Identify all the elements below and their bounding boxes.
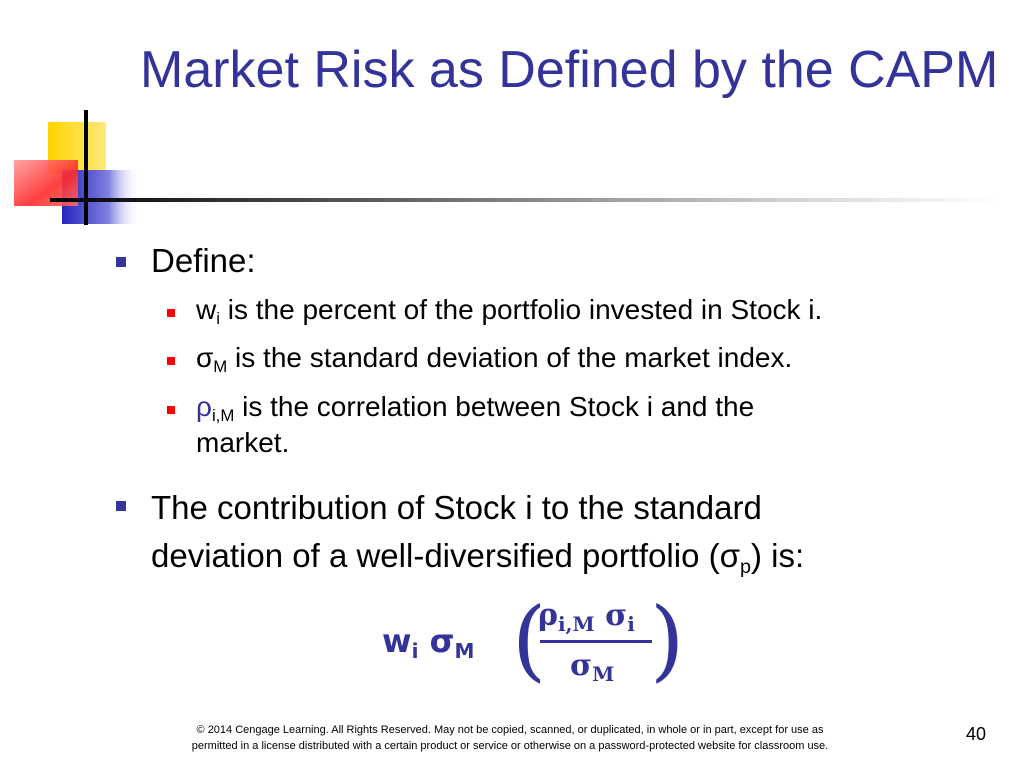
sub-bullet-rho: ρi,M is the correlation between Stock i … xyxy=(196,389,754,461)
slide-title: Market Risk as Defined by the CAPM xyxy=(140,41,999,99)
formula-denominator: σM xyxy=(570,648,615,686)
corner-decoration xyxy=(14,110,140,225)
formula-num-rho: ρ xyxy=(538,598,558,633)
formula-num-sigma-sub: i xyxy=(627,612,635,636)
sigma-subscript: M xyxy=(213,357,228,377)
contribution-line2-post: ) is: xyxy=(751,537,805,574)
bullet-define: Define: xyxy=(151,242,256,279)
formula-num-sigma: σ xyxy=(594,598,628,633)
weight-symbol: w xyxy=(196,294,217,325)
formula-den-sigma-sub: M xyxy=(592,662,615,686)
rho-text-line2: market. xyxy=(196,427,290,458)
left-paren-icon: ( xyxy=(512,588,547,691)
fraction-bar xyxy=(540,640,652,643)
sigma-symbol: σ xyxy=(196,342,214,373)
contribution-subscript: p xyxy=(739,555,751,578)
contribution-formula: wi σM ( ρi,M σi σM ) xyxy=(380,588,684,696)
formula-w: w xyxy=(382,622,412,660)
formula-sigma: σ xyxy=(429,622,455,660)
weight-text: is the percent of the portfolio invested… xyxy=(219,294,823,325)
sub-bullet-marker xyxy=(167,357,175,365)
rho-subscript: i,M xyxy=(211,406,235,426)
sub-bullet-weight: wi is the percent of the portfolio inves… xyxy=(196,292,822,328)
formula-sigma-sub: M xyxy=(454,639,475,663)
deco-vertical-line xyxy=(84,110,88,225)
rho-text-line1: is the correlation between Stock i and t… xyxy=(234,391,755,422)
title-divider xyxy=(50,198,1000,202)
formula-w-sub: i xyxy=(411,639,419,663)
bullet-marker xyxy=(116,501,126,511)
sigma-text: is the standard deviation of the market … xyxy=(227,342,793,373)
formula-lhs: wi σM xyxy=(382,622,475,663)
contribution-line2-pre: deviation of a well-diversified portfoli… xyxy=(151,537,740,574)
page-number: 40 xyxy=(966,724,987,744)
right-paren-icon: ) xyxy=(650,588,685,691)
bullet-marker xyxy=(116,257,126,267)
weight-subscript: i xyxy=(216,309,220,329)
formula-numerator: ρi,M σi xyxy=(538,598,635,636)
sub-bullet-marker xyxy=(167,309,175,317)
sub-bullet-marker xyxy=(167,406,175,414)
copyright-footer: © 2014 Cengage Learning. All Rights Rese… xyxy=(120,722,900,754)
contribution-line1: The contribution of Stock i to the stand… xyxy=(151,489,762,526)
copyright-line1: © 2014 Cengage Learning. All Rights Rese… xyxy=(196,724,824,736)
formula-num-rho-sub: i,M xyxy=(557,612,595,636)
formula-den-sigma: σ xyxy=(570,648,593,683)
rho-symbol: ρ xyxy=(196,391,212,422)
sub-bullet-sigma: σM is the standard deviation of the mark… xyxy=(196,340,792,376)
copyright-line2: permitted in a license distributed with … xyxy=(191,740,829,752)
bullet-contribution: The contribution of Stock i to the stand… xyxy=(151,484,804,580)
